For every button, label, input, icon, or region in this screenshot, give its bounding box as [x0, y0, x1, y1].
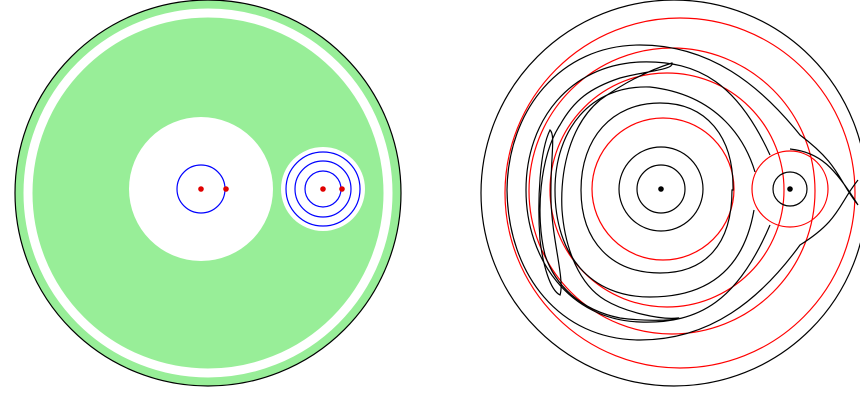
black-level-curve — [554, 86, 756, 298]
black-level-curve — [618, 146, 704, 232]
red-point — [320, 186, 326, 192]
black-level-curve — [636, 164, 686, 214]
black-level-curve — [772, 171, 808, 207]
black-point — [787, 186, 793, 192]
black-point — [658, 186, 664, 192]
right-outer-boundary — [480, 0, 860, 387]
red-point — [223, 186, 229, 192]
red-level-curve — [549, 72, 785, 308]
red-point — [198, 186, 204, 192]
black-level-curve — [580, 102, 734, 274]
black-level-curve — [506, 44, 859, 341]
black-level-curve — [538, 129, 562, 296]
black-level-curve — [525, 61, 771, 323]
blue-circle-small-2 — [294, 160, 352, 218]
black-level-curve — [539, 62, 680, 321]
left-panel — [14, 0, 402, 387]
left-annular-gap — [23, 8, 393, 378]
red-point — [339, 186, 345, 192]
red-level-curve — [504, 17, 856, 369]
red-level-curve-small-hole — [751, 150, 829, 228]
right-panel — [480, 0, 860, 387]
blue-circle-small-1 — [285, 151, 361, 227]
red-level-curve — [591, 117, 735, 261]
